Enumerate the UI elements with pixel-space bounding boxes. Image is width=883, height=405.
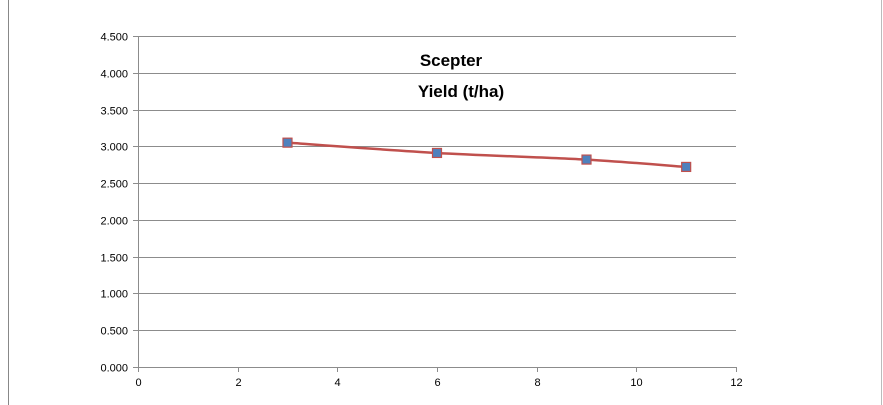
y-tick-label: 1.500 [100, 253, 128, 265]
series-line [287, 141, 687, 169]
axes [133, 36, 737, 372]
data-point-marker [282, 137, 293, 148]
x-tick-label: 4 [334, 377, 340, 389]
y-tick-label: 4.500 [100, 32, 128, 44]
x-tick-label: 8 [534, 377, 540, 389]
x-tick-label: 6 [434, 377, 440, 389]
y-tick-label: 2.000 [100, 216, 128, 228]
gridlines [138, 36, 736, 331]
x-tick-label: 0 [135, 377, 141, 389]
chart-title-line-1: Scepter [420, 51, 483, 70]
data-point-marker [681, 161, 692, 173]
x-tick-label: 12 [730, 377, 742, 389]
y-tick-label: 2.500 [100, 179, 128, 191]
y-tick-label: 0.500 [100, 326, 128, 338]
x-tick-label: 10 [630, 377, 642, 389]
x-tick-label: 2 [235, 377, 241, 389]
tick-labels: 0.000 0.500 1.000 1.500 2.000 2.500 3.000 3.500… [100, 32, 742, 390]
series [282, 137, 692, 173]
chart-title-line-2: Yield (t/ha) [418, 82, 504, 101]
y-tick-label: 3.500 [100, 106, 128, 118]
y-tick-label: 0.000 [100, 363, 128, 375]
chart-title: Scepter Yield (t/ha) [418, 51, 504, 101]
y-tick-label: 3.000 [100, 142, 128, 154]
data-point-marker [581, 154, 592, 165]
y-tick-label: 1.000 [100, 289, 128, 301]
data-point-marker [431, 147, 443, 159]
y-tick-label: 4.000 [100, 69, 128, 81]
